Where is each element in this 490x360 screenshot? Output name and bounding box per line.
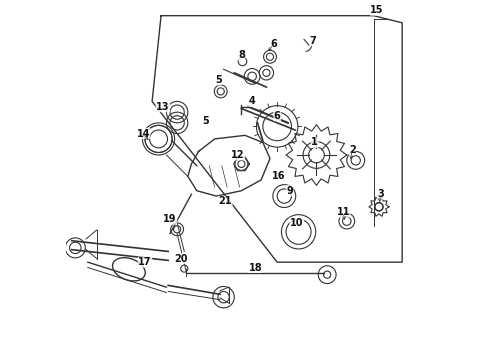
Text: 6: 6 <box>274 111 280 121</box>
Text: 8: 8 <box>238 50 245 60</box>
Text: 1: 1 <box>311 138 318 148</box>
Text: 9: 9 <box>286 186 293 196</box>
Text: 16: 16 <box>272 171 286 181</box>
Text: 21: 21 <box>219 197 232 206</box>
Text: 5: 5 <box>215 75 221 85</box>
Text: 6: 6 <box>270 39 277 49</box>
Text: 11: 11 <box>337 207 350 217</box>
Text: 20: 20 <box>174 253 188 264</box>
Text: 5: 5 <box>202 116 209 126</box>
Text: 15: 15 <box>370 5 384 15</box>
Text: 2: 2 <box>349 145 356 155</box>
Text: 10: 10 <box>290 218 303 228</box>
Text: 7: 7 <box>310 36 316 46</box>
Text: 14: 14 <box>136 129 150 139</box>
Text: 19: 19 <box>163 214 177 224</box>
Text: 13: 13 <box>156 102 170 112</box>
Text: 4: 4 <box>249 96 255 107</box>
Text: 17: 17 <box>138 257 152 267</box>
Text: 18: 18 <box>249 262 263 273</box>
Text: 3: 3 <box>377 189 384 199</box>
Text: 12: 12 <box>231 150 245 160</box>
